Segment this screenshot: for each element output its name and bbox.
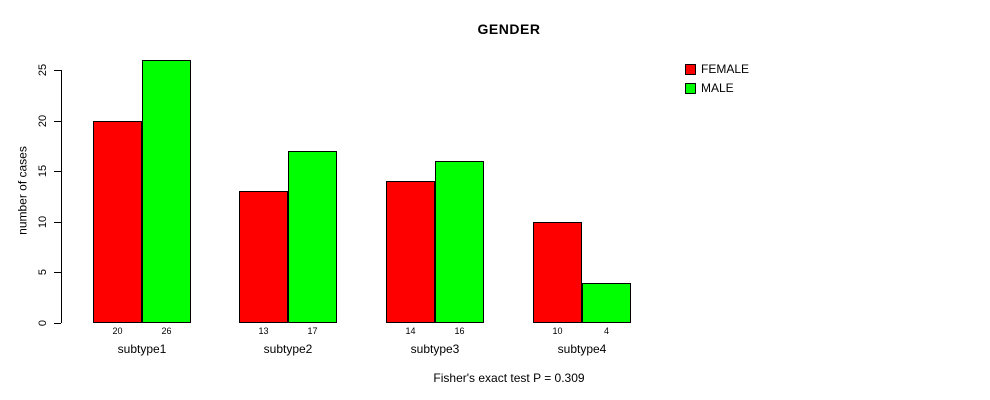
y-tick-mark bbox=[54, 272, 61, 273]
chart-title: GENDER bbox=[477, 21, 541, 37]
bar-subtype1-male bbox=[142, 60, 191, 323]
y-tick-label: 20 bbox=[37, 114, 49, 128]
bar-subtype3-female bbox=[386, 181, 435, 323]
y-tick-label: 25 bbox=[37, 63, 49, 77]
legend-swatch-male bbox=[685, 83, 696, 94]
bar-value-label: 10 bbox=[552, 326, 563, 336]
bar-value-label: 17 bbox=[307, 326, 318, 336]
bar-subtype2-male bbox=[288, 151, 337, 323]
y-tick-label: 15 bbox=[37, 164, 49, 178]
y-tick-mark bbox=[54, 323, 61, 324]
category-label-subtype2: subtype2 bbox=[263, 342, 313, 356]
y-tick-mark bbox=[54, 222, 61, 223]
category-label-subtype4: subtype4 bbox=[557, 342, 607, 356]
category-label-subtype1: subtype1 bbox=[117, 342, 167, 356]
bar-subtype3-male bbox=[435, 161, 484, 323]
bar-value-label: 16 bbox=[454, 326, 465, 336]
bar-value-label: 4 bbox=[603, 326, 610, 336]
y-tick-label: 5 bbox=[37, 268, 49, 276]
legend-row-male: MALE bbox=[685, 81, 749, 95]
legend: FEMALE MALE bbox=[685, 62, 750, 102]
bar-subtype1-female bbox=[93, 121, 142, 323]
y-axis-title: number of cases bbox=[15, 146, 30, 235]
category-label-subtype3: subtype3 bbox=[410, 342, 460, 356]
y-tick-label: 10 bbox=[37, 215, 49, 229]
legend-label-female: FEMALE bbox=[701, 62, 750, 76]
y-tick-mark bbox=[54, 121, 61, 122]
y-tick-mark bbox=[54, 70, 61, 71]
bar-value-label: 13 bbox=[258, 326, 269, 336]
bar-value-label: 20 bbox=[112, 326, 123, 336]
legend-row-female: FEMALE bbox=[685, 62, 750, 76]
fisher-test-note: Fisher's exact test P = 0.309 bbox=[433, 371, 585, 385]
bar-subtype4-male bbox=[582, 283, 631, 323]
y-axis-line bbox=[61, 70, 62, 323]
legend-label-male: MALE bbox=[701, 81, 734, 95]
bar-value-label: 14 bbox=[405, 326, 416, 336]
y-tick-label: 0 bbox=[37, 319, 49, 327]
bar-subtype2-female bbox=[239, 191, 288, 323]
bar-subtype4-female bbox=[533, 222, 582, 323]
y-tick-mark bbox=[54, 171, 61, 172]
legend-swatch-female bbox=[685, 64, 696, 75]
bar-value-label: 26 bbox=[161, 326, 172, 336]
